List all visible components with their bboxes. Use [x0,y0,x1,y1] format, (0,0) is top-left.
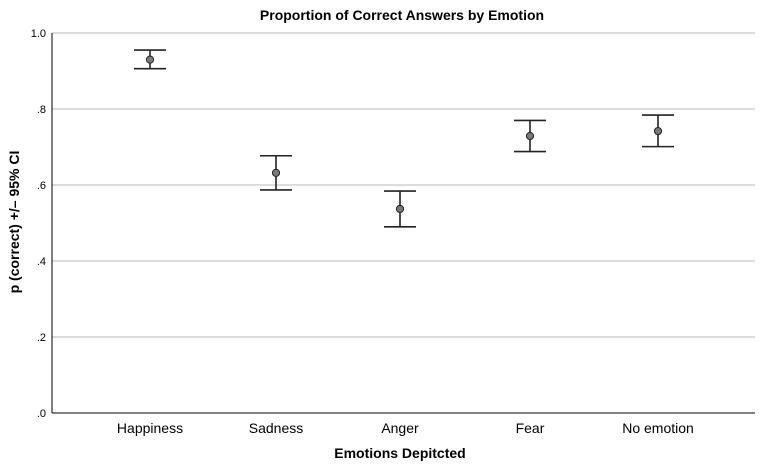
x-tick-label: Fear [516,420,545,436]
y-tick-label: .6 [37,180,46,192]
error-bar-layer [134,49,674,228]
point-layer [145,55,663,214]
x-tick-label: Sadness [249,420,303,436]
y-axis-label: p (correct) +/– 95% CI [6,151,22,294]
x-axis-label: Emotions Depitcted [334,445,465,461]
y-tick-label: .2 [37,332,46,344]
data-point [271,168,281,177]
x-category-layer: Happiness Sadness Anger Fear No emotion [117,420,694,436]
data-point [653,126,663,136]
data-point [145,55,155,64]
x-tick-label: Happiness [117,420,183,436]
y-tick-label: 1.0 [31,28,46,40]
x-tick-label: No emotion [622,420,694,436]
data-point [525,131,535,141]
chart-title: Proportion of Correct Answers by Emotion [260,7,544,23]
y-tick-label: .0 [37,408,46,420]
y-tick-layer: .0 .2 .4 .6 .8 1.0 [31,28,46,420]
grid-layer [51,32,755,414]
y-tick-label: .8 [37,104,46,116]
y-tick-label: .4 [37,256,46,268]
x-tick-label: Anger [381,420,419,436]
data-point [395,204,405,214]
